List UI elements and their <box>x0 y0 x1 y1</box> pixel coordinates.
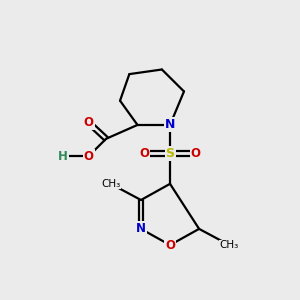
Text: S: S <box>166 147 175 160</box>
Text: O: O <box>140 147 149 160</box>
Text: N: N <box>165 118 175 131</box>
Text: CH₃: CH₃ <box>220 240 239 250</box>
Text: N: N <box>136 222 146 236</box>
Text: O: O <box>84 150 94 163</box>
Text: O: O <box>84 116 94 129</box>
Text: O: O <box>165 238 175 252</box>
Text: CH₃: CH₃ <box>101 179 120 189</box>
Text: O: O <box>190 147 201 160</box>
Text: H: H <box>58 150 68 163</box>
